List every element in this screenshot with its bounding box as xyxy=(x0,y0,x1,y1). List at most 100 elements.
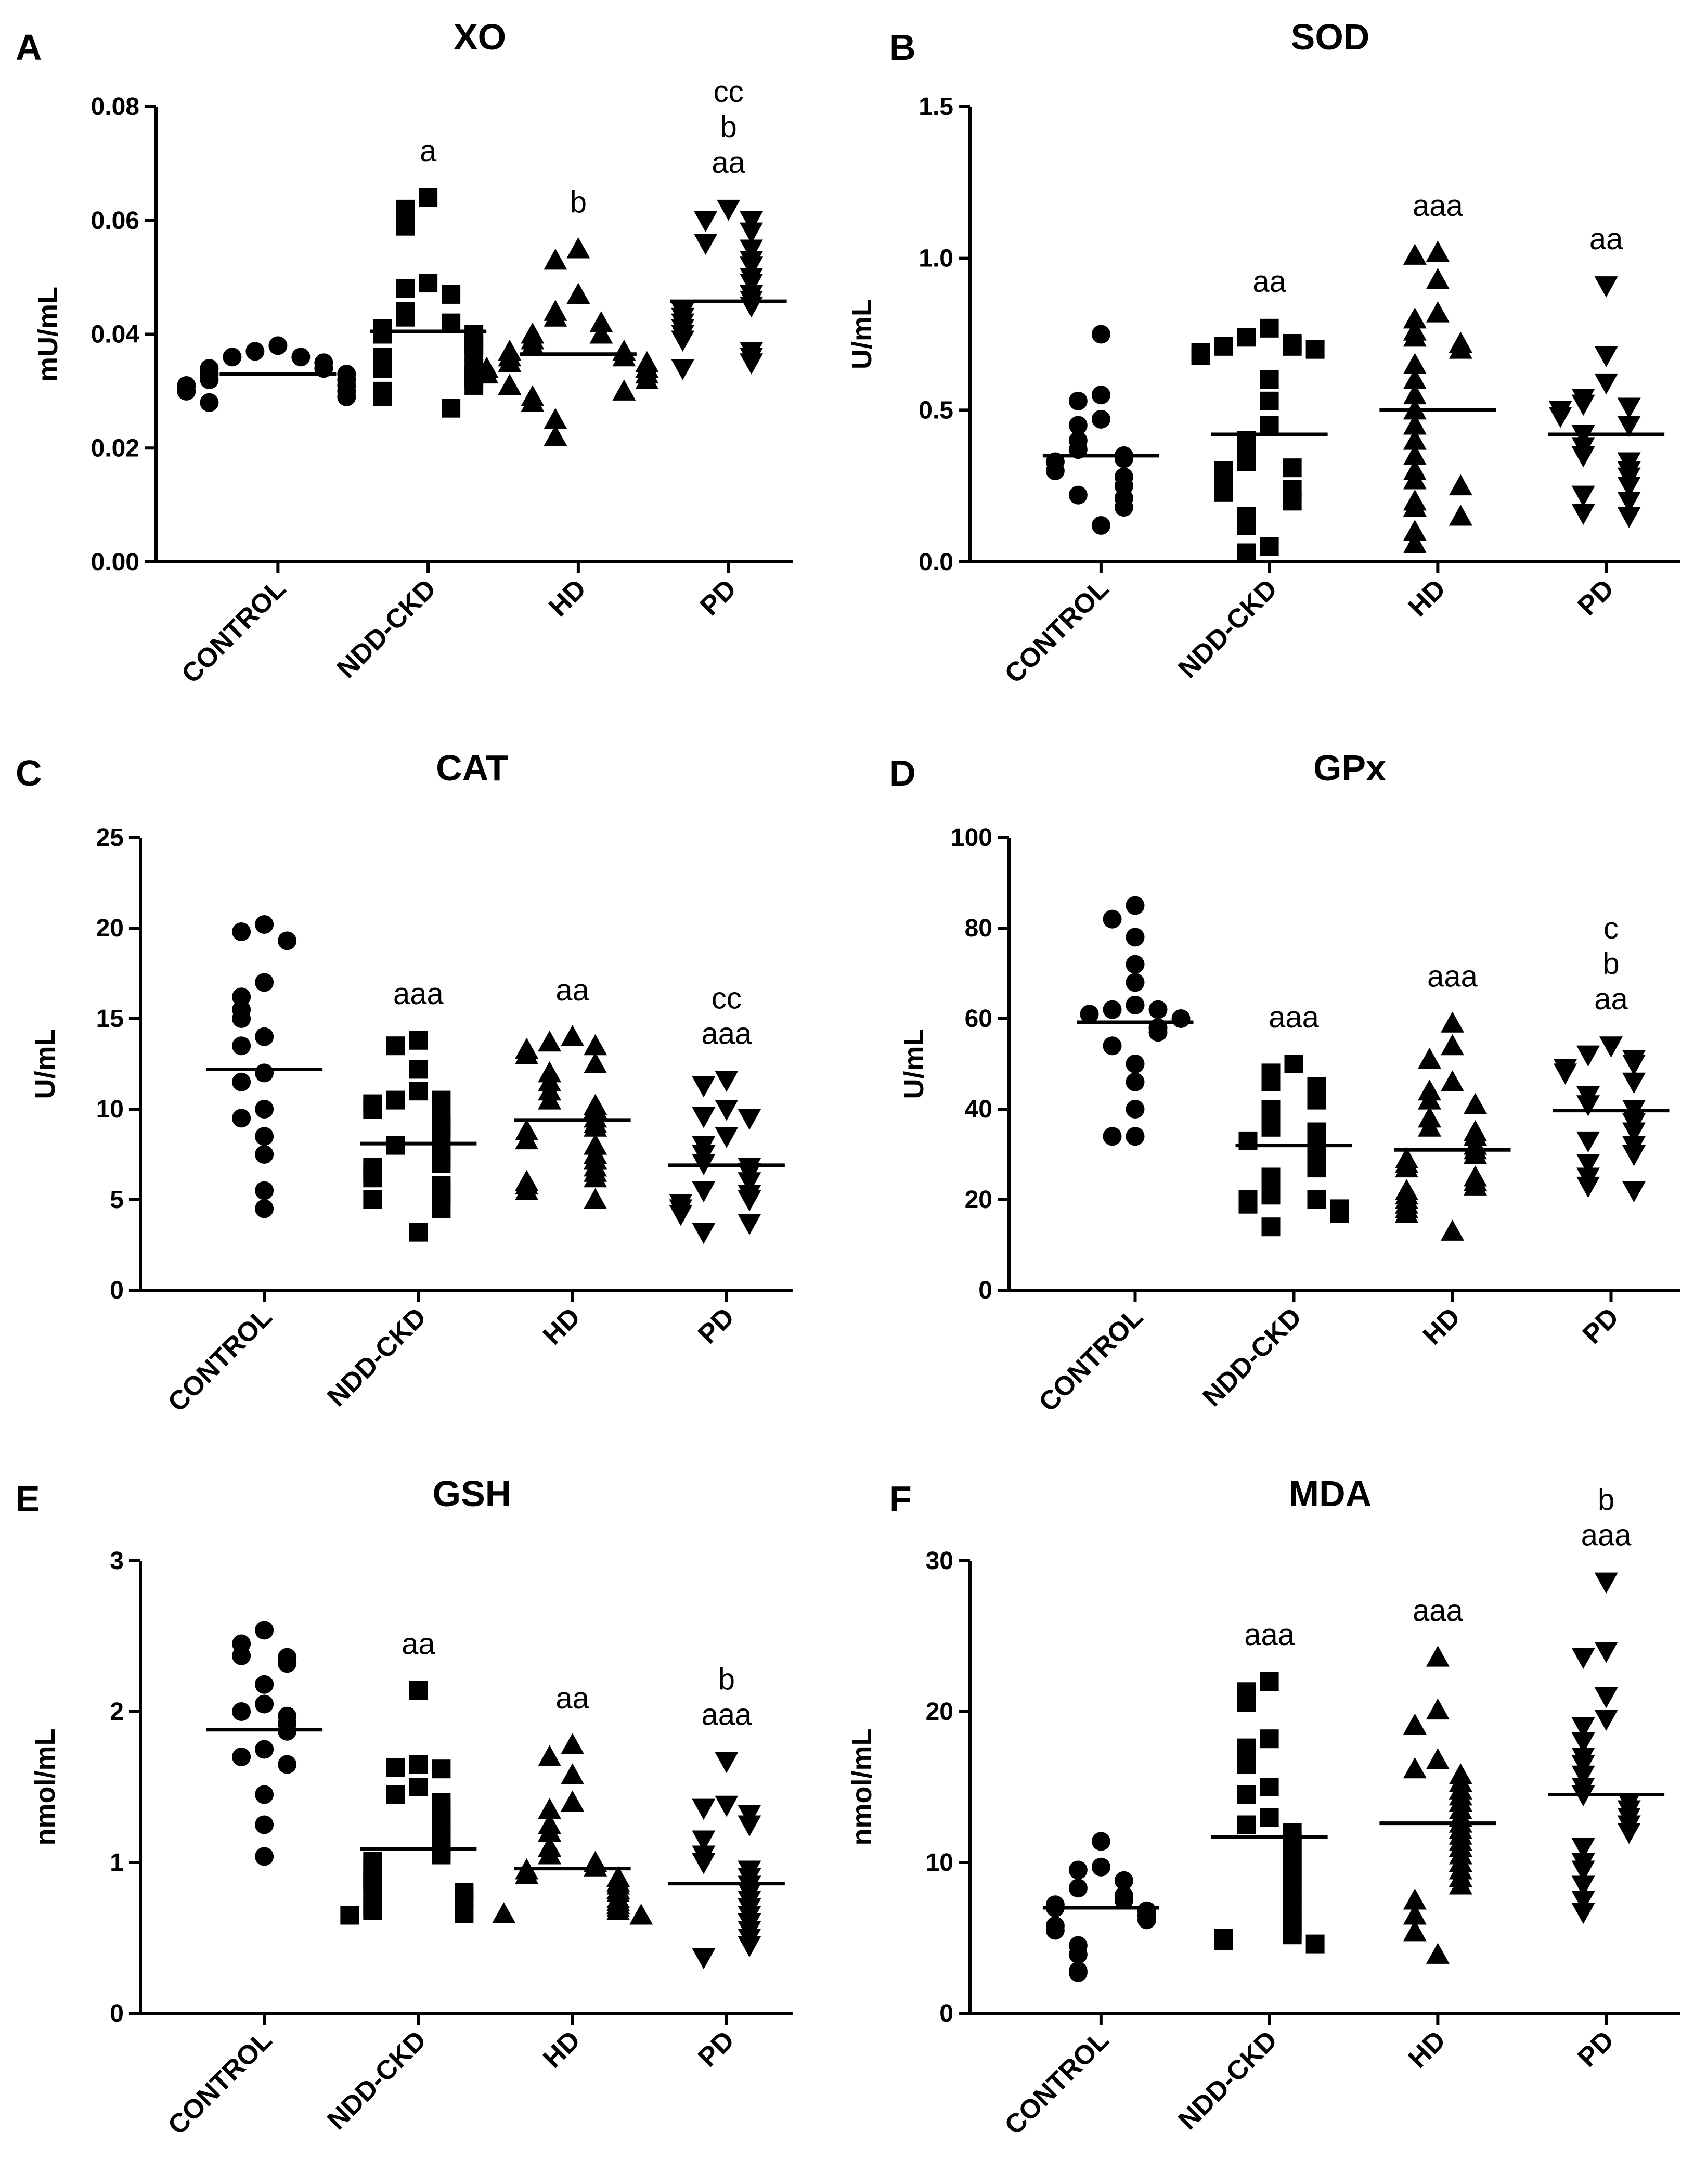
chart-panel-d: D GPx 0 20 40 60 80 100 U/mL CONTROL NDD-CKD HD PD aa… xyxy=(889,748,1680,1418)
data-point xyxy=(692,1830,716,1852)
data-point xyxy=(442,313,461,332)
data-point xyxy=(1622,1181,1646,1203)
data-point xyxy=(515,1043,539,1064)
data-point xyxy=(1238,1131,1258,1150)
data-point xyxy=(717,199,741,221)
x-tick-label: NDD-CKD xyxy=(331,573,442,684)
significance-label: a xyxy=(420,134,437,168)
data-point xyxy=(715,1071,739,1092)
y-tick-label: 0.5 xyxy=(919,396,953,424)
series-control xyxy=(206,915,323,1218)
significance-label: aa xyxy=(712,146,745,179)
significance-label: aaa xyxy=(701,1017,752,1050)
data-point xyxy=(669,1204,693,1226)
y-tick-label: 20 xyxy=(965,1186,992,1214)
y-tick-label: 20 xyxy=(926,1698,953,1726)
data-point xyxy=(1594,1572,1618,1594)
data-point xyxy=(255,1785,274,1804)
data-point xyxy=(1283,1925,1302,1945)
data-point xyxy=(1441,1219,1464,1241)
data-point xyxy=(1403,383,1427,405)
data-point xyxy=(1237,1755,1256,1774)
data-point xyxy=(396,199,415,219)
chart-panel-f: F MDA 0 10 20 30 nmol/mL CONTROL NDD-CKD HD PD aaa a… xyxy=(846,1473,1680,2141)
data-point xyxy=(255,1847,274,1866)
x-tick-label: NDD-CKD xyxy=(1173,2025,1284,2136)
y-tick-label: 15 xyxy=(96,1005,124,1033)
data-point xyxy=(1449,505,1472,526)
data-point xyxy=(692,1223,716,1244)
data-point xyxy=(1103,1036,1122,1056)
data-point xyxy=(255,973,274,992)
data-point xyxy=(1261,1072,1281,1091)
series-ndd-ckd: aa xyxy=(1191,265,1328,562)
significance-label: aa xyxy=(555,973,589,1007)
data-point xyxy=(1449,474,1472,496)
data-point xyxy=(740,239,764,261)
significance-label: aaa xyxy=(1413,1594,1464,1628)
data-point xyxy=(740,256,764,278)
data-point xyxy=(363,1190,382,1209)
data-point xyxy=(1622,1122,1646,1144)
data-point xyxy=(1260,537,1279,556)
data-point xyxy=(1283,458,1302,478)
data-point xyxy=(1571,485,1595,507)
data-point xyxy=(1403,1920,1427,1942)
x-tick-label: HD xyxy=(537,2025,586,2074)
panel-letter: E xyxy=(16,1479,40,1519)
data-point xyxy=(1261,1186,1281,1205)
data-point xyxy=(1068,1860,1088,1880)
y-tick-label: 1.5 xyxy=(919,93,953,121)
data-point xyxy=(255,1127,274,1146)
data-point xyxy=(692,1853,716,1874)
data-point xyxy=(1426,1698,1450,1720)
data-point xyxy=(1571,1755,1595,1776)
data-point xyxy=(1571,1717,1595,1739)
data-point xyxy=(515,1179,539,1200)
data-point xyxy=(255,1145,274,1164)
x-tick-label: PD xyxy=(692,1302,740,1350)
x-tick-label: CONTROL xyxy=(162,1302,278,1418)
x-tick-label: CONTROL xyxy=(162,2025,278,2141)
data-point xyxy=(1617,1823,1641,1844)
series-ndd-ckd: aaa xyxy=(1235,1000,1352,1237)
data-point xyxy=(1594,1687,1618,1708)
series-ndd-ckd: aaa xyxy=(1211,1618,1328,1954)
data-point xyxy=(1214,1931,1233,1950)
data-point xyxy=(1091,1857,1110,1877)
data-point xyxy=(396,216,415,236)
data-point xyxy=(1449,1873,1472,1895)
y-tick-label: 0.04 xyxy=(91,321,140,349)
series-control xyxy=(177,336,356,412)
chart-title: GPx xyxy=(1313,748,1386,788)
data-point xyxy=(255,1740,274,1759)
data-point xyxy=(1126,955,1145,974)
x-tick-label: HD xyxy=(1417,1302,1466,1351)
data-point xyxy=(1403,368,1427,389)
significance-label: aaa xyxy=(1269,1000,1320,1034)
data-point xyxy=(432,1090,451,1110)
data-point xyxy=(561,1733,585,1754)
data-point xyxy=(232,1109,251,1128)
data-point xyxy=(1576,1095,1600,1116)
data-point xyxy=(363,1901,382,1920)
data-point xyxy=(1571,1648,1595,1669)
data-point xyxy=(1307,1159,1326,1178)
data-point xyxy=(255,1694,274,1714)
data-point xyxy=(1403,1713,1427,1735)
data-point xyxy=(566,237,590,259)
data-point xyxy=(692,1948,716,1970)
y-tick-label: 25 xyxy=(96,824,124,852)
data-point xyxy=(232,922,251,941)
data-point xyxy=(1091,325,1110,344)
data-point xyxy=(1403,429,1427,450)
data-point xyxy=(1191,346,1210,365)
data-point xyxy=(373,325,392,344)
data-point xyxy=(715,1100,739,1121)
data-point xyxy=(1080,1005,1099,1024)
series-pd: aa xyxy=(1548,222,1665,528)
y-tick-label: 0 xyxy=(110,2000,124,2027)
y-tick-label: 0.0 xyxy=(919,548,953,576)
